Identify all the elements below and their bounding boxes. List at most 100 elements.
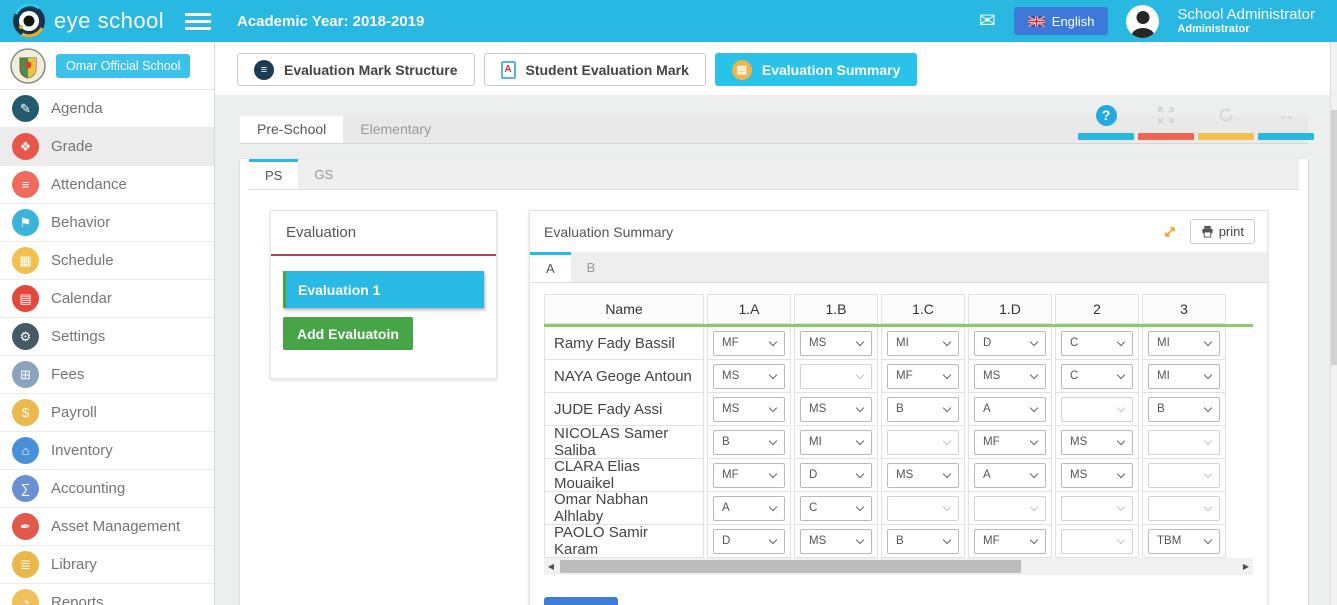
mark-select[interactable]: B [713, 429, 785, 455]
save-button[interactable]: Save [544, 597, 618, 605]
tab-evaluation-summary[interactable]: ▤ Evaluation Summary [714, 53, 918, 86]
fullscreen-icon[interactable] [1157, 102, 1175, 128]
sidebar-item-payroll[interactable]: $ Payroll [0, 394, 214, 432]
table-header-cell: 1.D [968, 294, 1052, 324]
tab-elementary[interactable]: Elementary [360, 121, 432, 137]
table-row: Omar Nabhan Alhlaby A C [544, 491, 1253, 525]
mark-select[interactable]: MI [1148, 330, 1220, 356]
sidebar-item-settings[interactable]: ⚙ Settings [0, 318, 214, 356]
vertical-scrollbar-thumb[interactable] [1331, 110, 1337, 365]
messages-icon[interactable]: ✉ [979, 10, 996, 32]
horizontal-scrollbar: ◀ ▶ [544, 558, 1253, 575]
chevron-down-icon [1116, 502, 1126, 511]
tab-evaluation-mark-structure[interactable]: ≡ Evaluation Mark Structure [237, 53, 475, 86]
scroll-left-icon[interactable]: ◀ [547, 562, 555, 571]
mark-select[interactable]: MF [713, 330, 785, 356]
refresh-underline-bar [1198, 133, 1254, 140]
resize-horizontal-icon[interactable]: ↔ [1276, 103, 1296, 126]
chevron-down-icon [942, 403, 952, 412]
mark-select[interactable]: D [800, 462, 872, 488]
scrollbar-thumb[interactable] [560, 560, 1021, 573]
mark-select[interactable]: D [974, 330, 1046, 356]
chevron-down-icon [1116, 535, 1126, 544]
mark-select[interactable]: MS [974, 363, 1046, 389]
mark-select[interactable]: MS [800, 330, 872, 356]
mark-select[interactable]: A [974, 462, 1046, 488]
sidebar-item-attendance[interactable]: ≡ Attendance [0, 166, 214, 204]
chevron-down-icon [942, 502, 952, 511]
mark-select[interactable]: MI [1148, 363, 1220, 389]
resize-underline-bar [1258, 133, 1314, 140]
table-row: PAOLO Samir Karam D MS B MF TBM [544, 524, 1253, 558]
mark-select[interactable]: TBM [1148, 528, 1220, 554]
reports-icon: ◔ [12, 589, 39, 605]
sidebar-item-agenda[interactable]: ✎ Agenda [0, 90, 214, 128]
sidebar-item-fees[interactable]: ⊞ Fees [0, 356, 214, 394]
mark-select[interactable]: MF [713, 462, 785, 488]
sidebar-item-asset-management[interactable]: ✒ Asset Management [0, 508, 214, 546]
sidebar-item-calendar[interactable]: ▤ Calendar [0, 280, 214, 318]
mark-select[interactable]: B [1148, 396, 1220, 422]
help-icon[interactable]: ? [1095, 102, 1117, 128]
mark-select[interactable]: B [887, 396, 959, 422]
mark-select[interactable]: MF [887, 363, 959, 389]
mark-select[interactable] [800, 363, 872, 389]
mark-select[interactable] [887, 495, 959, 521]
tab-section-a[interactable]: A [530, 252, 571, 282]
expand-icon[interactable] [1163, 225, 1177, 239]
evaluation-item[interactable]: Evaluation 1 [283, 271, 484, 308]
mark-select[interactable]: C [1061, 363, 1133, 389]
tab-section-b[interactable]: B [586, 260, 596, 275]
refresh-icon[interactable] [1217, 102, 1235, 128]
mark-select[interactable]: B [887, 528, 959, 554]
tab-pre-school[interactable]: Pre-School [240, 116, 344, 143]
sidebar-item-library[interactable]: ≣ Library [0, 546, 214, 584]
mark-select[interactable]: MS [887, 462, 959, 488]
menu-toggle-icon[interactable] [185, 9, 211, 34]
scroll-right-icon[interactable]: ▶ [1242, 562, 1250, 571]
mark-select[interactable]: MF [974, 429, 1046, 455]
sidebar-item-schedule[interactable]: ▦ Schedule [0, 242, 214, 280]
add-evaluation-button[interactable]: Add Evaluatoin [283, 317, 413, 350]
mark-select[interactable]: C [1061, 330, 1133, 356]
mark-select[interactable]: A [974, 396, 1046, 422]
mark-select[interactable] [1148, 462, 1220, 488]
sidebar-item-reports[interactable]: ◔ Reports [0, 584, 214, 605]
mark-select[interactable] [887, 429, 959, 455]
mark-select[interactable]: MS [713, 363, 785, 389]
mark-select[interactable] [1061, 396, 1133, 422]
user-avatar[interactable] [1126, 4, 1160, 38]
language-button[interactable]: English [1013, 7, 1109, 35]
mark-select[interactable]: MS [800, 528, 872, 554]
mark-select[interactable]: MI [887, 330, 959, 356]
sidebar-item-accounting[interactable]: ∑ Accounting [0, 470, 214, 508]
sidebar-item-behavior[interactable]: ⚑ Behavior [0, 204, 214, 242]
mark-select[interactable]: MS [1061, 429, 1133, 455]
chevron-down-icon [1203, 535, 1213, 544]
table-row: CLARA Elias Mouaikel MF D MS A MS [544, 458, 1253, 492]
mark-select[interactable] [1148, 429, 1220, 455]
summary-card-title: Evaluation Summary [544, 223, 674, 240]
sidebar-item-grade[interactable]: ❖ Grade [0, 128, 214, 166]
print-button[interactable]: print [1189, 219, 1255, 244]
tab-ps[interactable]: PS [249, 159, 299, 189]
mark-select[interactable] [1061, 528, 1133, 554]
mark-select[interactable]: MS [800, 396, 872, 422]
mark-select[interactable]: MS [1061, 462, 1133, 488]
mark-select[interactable]: D [713, 528, 785, 554]
chevron-down-icon [1029, 436, 1039, 445]
tab-student-evaluation-mark[interactable]: A Student Evaluation Mark [483, 53, 706, 86]
tab-gs[interactable]: GS [314, 167, 334, 182]
sidebar-item-inventory[interactable]: ⌂ Inventory [0, 432, 214, 470]
mark-select[interactable]: MI [800, 429, 872, 455]
mark-select[interactable] [974, 495, 1046, 521]
mark-select[interactable]: C [800, 495, 872, 521]
mark-select[interactable]: A [713, 495, 785, 521]
mark-select[interactable] [1061, 495, 1133, 521]
mark-select[interactable]: MF [974, 528, 1046, 554]
behavior-icon: ⚑ [12, 209, 39, 236]
vertical-scrollbar[interactable] [1330, 42, 1337, 605]
mark-select[interactable] [1148, 495, 1220, 521]
mark-select[interactable]: MS [713, 396, 785, 422]
table-header-cell: 1.C [881, 294, 965, 324]
